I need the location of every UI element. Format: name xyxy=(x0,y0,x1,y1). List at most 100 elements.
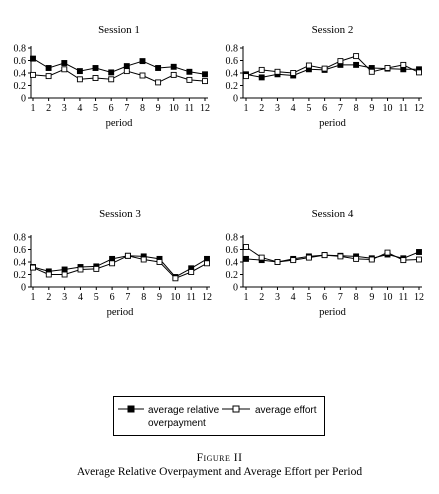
x-tick-label: 4 xyxy=(78,292,83,303)
chart-title: Session 4 xyxy=(312,208,354,220)
x-tick-label: 1 xyxy=(31,103,36,114)
effort-point xyxy=(140,256,147,263)
effort-point xyxy=(290,257,297,264)
chart-session-2: Session 200.20.40.60.81 2 3 4 5 6 7 8 9 10 11 12per… xyxy=(226,24,425,129)
legend-overpayment-marker xyxy=(127,405,135,413)
series-line-effort xyxy=(245,55,420,77)
x-tick-label: 8 xyxy=(141,292,146,303)
chart-title: Session 1 xyxy=(98,24,140,36)
series-line-overpayment xyxy=(32,255,208,278)
effort-point xyxy=(109,260,116,267)
x-tick-label: 4 xyxy=(77,103,82,114)
y-tick-label: 0.4 xyxy=(226,69,239,80)
effort-point xyxy=(155,79,162,86)
x-tick-label: 6 xyxy=(110,292,115,303)
effort-point xyxy=(321,252,328,259)
overpayment-point xyxy=(30,55,36,62)
x-tick-label: 3 xyxy=(62,292,67,303)
x-tick-label: 11 xyxy=(185,103,195,114)
effort-point xyxy=(77,266,84,273)
effort-point xyxy=(204,260,210,267)
y-tick-label: 0.6 xyxy=(226,56,239,67)
y-tick-label: 0.8 xyxy=(14,233,27,244)
y-tick-label: 0 xyxy=(233,283,238,294)
effort-point xyxy=(170,71,177,78)
x-tick-label: 4 xyxy=(291,103,296,114)
x-axis-label: period xyxy=(319,307,347,318)
effort-point xyxy=(258,254,265,261)
x-tick-label: 7 xyxy=(338,103,343,114)
effort-point xyxy=(202,78,208,85)
x-tick-label: 5 xyxy=(93,103,98,114)
effort-point xyxy=(416,256,422,263)
overpayment-point xyxy=(108,69,115,76)
overpayment-point xyxy=(258,74,265,81)
x-tick-label: 4 xyxy=(291,292,296,303)
series-line-effort xyxy=(32,255,208,279)
x-tick-label: 8 xyxy=(140,103,145,114)
legend-overpayment-label-line1: average relative xyxy=(148,405,220,416)
x-tick-label: 1 xyxy=(244,103,249,114)
chart-session-3: Session 300.20.40.60.81 2 3 4 5 6 7 8 9 10 11 12per… xyxy=(14,208,213,318)
effort-point xyxy=(76,76,83,83)
effort-point xyxy=(139,72,146,79)
effort-point xyxy=(400,61,407,68)
overpayment-point xyxy=(243,255,249,262)
x-axis-label: period xyxy=(107,307,135,318)
effort-point xyxy=(186,76,193,83)
x-tick-label: 10 xyxy=(383,103,393,114)
x-axis-label: period xyxy=(319,118,347,129)
effort-point xyxy=(274,259,281,265)
overpayment-point xyxy=(76,68,83,75)
x-tick-label: 2 xyxy=(46,103,51,114)
effort-point xyxy=(93,265,100,272)
overpayment-point xyxy=(123,63,130,70)
x-tick-label: 5 xyxy=(306,292,311,303)
x-tick-label: 11 xyxy=(186,292,196,303)
effort-point xyxy=(61,66,68,73)
series-line-effort xyxy=(245,246,420,263)
x-tick-label: 9 xyxy=(369,292,374,303)
effort-point xyxy=(368,256,375,263)
effort-point xyxy=(61,271,68,278)
x-tick-label: 7 xyxy=(125,292,130,303)
x-tick-label: 2 xyxy=(259,292,264,303)
effort-point xyxy=(337,58,344,65)
x-tick-label: 12 xyxy=(414,103,424,114)
y-tick-label: 0.8 xyxy=(226,233,239,244)
effort-point xyxy=(337,253,344,260)
y-tick-label: 0.2 xyxy=(14,81,27,92)
effort-point xyxy=(243,73,249,80)
chart-panels: Session 100.20.40.60.81 2 3 4 5 6 7 8 9 10 11 12per… xyxy=(14,24,425,318)
effort-point xyxy=(172,275,179,282)
x-tick-label: 9 xyxy=(156,103,161,114)
effort-point xyxy=(321,65,328,72)
chart-title: Session 2 xyxy=(312,24,354,36)
chart-title: Session 3 xyxy=(99,208,141,220)
x-tick-label: 7 xyxy=(338,292,343,303)
x-tick-label: 12 xyxy=(200,103,210,114)
series-line-effort xyxy=(32,68,206,83)
overpayment-point xyxy=(61,266,68,273)
overpayment-point xyxy=(186,68,193,75)
y-tick-label: 0.4 xyxy=(14,258,27,269)
effort-point xyxy=(92,75,99,81)
x-tick-label: 10 xyxy=(169,103,179,114)
effort-point xyxy=(156,259,163,265)
effort-point xyxy=(124,252,131,259)
legend-overpayment-label-line2: overpayment xyxy=(148,418,206,429)
x-tick-label: 11 xyxy=(398,103,408,114)
overpayment-point xyxy=(170,63,177,70)
overpayment-point xyxy=(139,58,146,65)
effort-point xyxy=(108,76,115,83)
y-tick-label: 0.2 xyxy=(14,270,27,281)
effort-point xyxy=(45,271,52,278)
legend-effort-label: average effort xyxy=(255,405,317,416)
overpayment-point xyxy=(202,71,208,78)
overpayment-point xyxy=(61,60,68,66)
x-tick-label: 2 xyxy=(46,292,51,303)
y-tick-label: 0.2 xyxy=(226,81,239,92)
x-tick-label: 6 xyxy=(322,292,327,303)
effort-point xyxy=(123,68,130,75)
y-tick-label: 0.4 xyxy=(226,258,239,269)
